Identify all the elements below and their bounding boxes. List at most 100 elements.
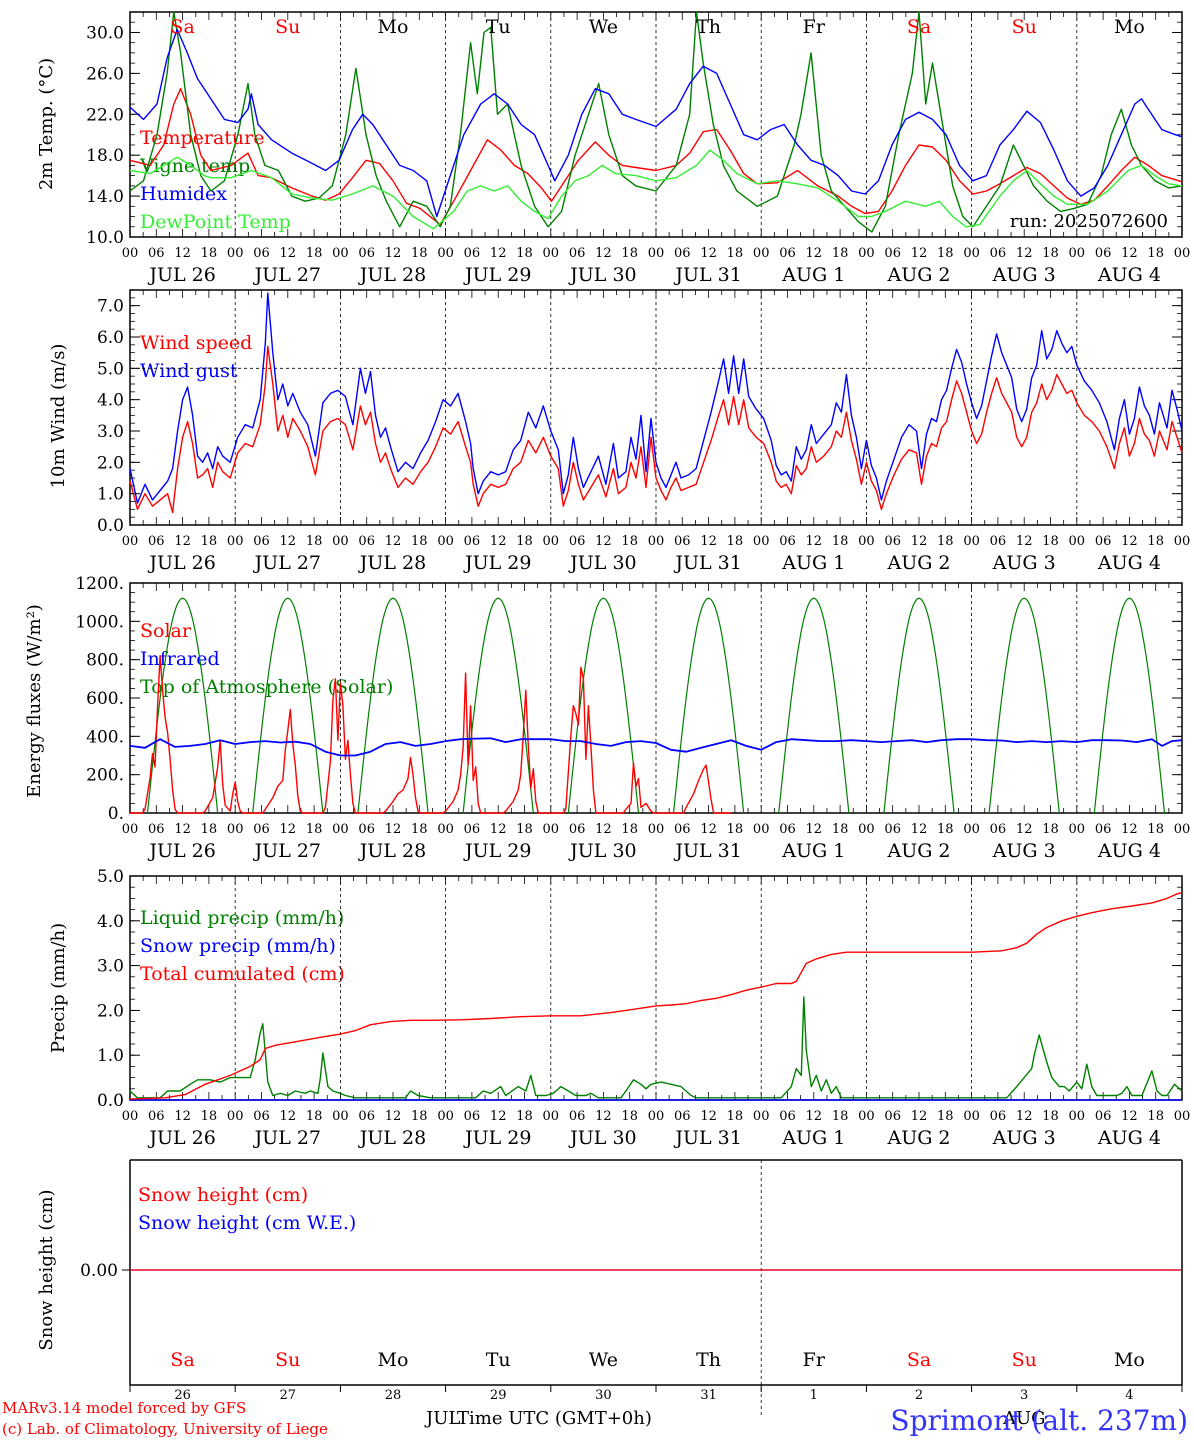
weekday-label: We	[589, 1349, 618, 1371]
hour-label: 06	[1095, 534, 1112, 549]
hour-label: 00	[437, 822, 454, 837]
date-label: AUG 1	[781, 840, 845, 862]
date-label: JUL 26	[147, 552, 215, 574]
hour-label: 06	[569, 534, 586, 549]
hour-label: 18	[727, 534, 744, 549]
y-tick-label: 18.0	[86, 146, 124, 166]
y-tick-label: 800.	[86, 651, 124, 671]
date-label: AUG 1	[781, 552, 845, 574]
hour-label: 18	[516, 1109, 533, 1124]
hour-label: 12	[280, 534, 297, 549]
hour-label: 12	[385, 534, 402, 549]
date-label: JUL 28	[358, 840, 426, 862]
hour-label: 06	[1095, 822, 1112, 837]
date-label: JUL 28	[358, 264, 426, 286]
legend-infrared: Infrared	[140, 648, 220, 670]
hour-label: 06	[253, 822, 270, 837]
series-line-vigne-temp	[129, 11, 1183, 233]
series-line-infrared	[129, 737, 1183, 757]
hour-label: 12	[490, 822, 507, 837]
date-label: JUL 26	[147, 1127, 215, 1149]
series-line-toa-solar	[357, 597, 429, 814]
hour-label: 12	[911, 822, 928, 837]
legend-solar: Solar	[140, 620, 192, 642]
hour-label: 00	[122, 1109, 139, 1124]
hour-label: 12	[1121, 246, 1138, 261]
hour-label: 12	[595, 822, 612, 837]
y-tick-label: 4.0	[97, 912, 124, 932]
date-label: AUG 3	[992, 840, 1056, 862]
hour-label: 00	[1174, 1109, 1191, 1124]
legend-snow-height: Snow height (cm)	[138, 1184, 308, 1206]
hour-label: 00	[648, 1109, 665, 1124]
y-tick-label: 200.	[86, 766, 124, 786]
hour-label: 06	[253, 246, 270, 261]
legend-total-cumulated: Total cumulated (cm)	[140, 963, 345, 985]
hour-label: 06	[358, 246, 375, 261]
hour-label: 12	[700, 246, 717, 261]
day-number-label: 31	[700, 1388, 717, 1403]
hour-label: 12	[1016, 1109, 1033, 1124]
weekday-label: Tu	[486, 1349, 511, 1371]
date-label: AUG 2	[886, 264, 950, 286]
hour-label: 06	[148, 1109, 165, 1124]
hour-label: 18	[621, 246, 638, 261]
hour-label: 06	[569, 822, 586, 837]
legend-wind-gust: Wind gust	[140, 360, 238, 382]
hour-label: 12	[1016, 246, 1033, 261]
date-label: JUL 31	[673, 264, 741, 286]
hour-label: 06	[1095, 246, 1112, 261]
hour-label: 12	[1121, 534, 1138, 549]
hour-label: 18	[621, 534, 638, 549]
day-number-label: 1	[810, 1388, 818, 1403]
weekday-label: Mo	[378, 16, 409, 38]
hour-label: 00	[1174, 822, 1191, 837]
footer-model: MARv3.14 model forced by GFS	[2, 1399, 246, 1417]
hour-label: 06	[148, 246, 165, 261]
hour-label: 18	[832, 1109, 849, 1124]
date-label: JUL 27	[253, 840, 321, 862]
weekday-label: Fr	[803, 16, 826, 38]
hour-label: 00	[753, 534, 770, 549]
hour-label: 12	[490, 534, 507, 549]
hour-label: 12	[490, 1109, 507, 1124]
hour-label: 18	[306, 534, 323, 549]
date-label: JUL 31	[673, 840, 741, 862]
hour-label: 06	[674, 534, 691, 549]
hour-label: 00	[963, 1109, 980, 1124]
hour-label: 18	[201, 534, 218, 549]
hour-label: 00	[858, 1109, 875, 1124]
hour-label: 00	[332, 534, 349, 549]
hour-label: 06	[779, 1109, 796, 1124]
day-number-label: 30	[595, 1388, 612, 1403]
hour-label: 00	[227, 246, 244, 261]
weekday-label: Sa	[170, 1349, 194, 1371]
date-label: JUL 29	[463, 1127, 531, 1149]
hour-label: 00	[1069, 534, 1086, 549]
hour-label: 00	[648, 822, 665, 837]
hour-label: 00	[332, 822, 349, 837]
hour-label: 18	[1147, 246, 1164, 261]
hour-label: 00	[1069, 246, 1086, 261]
series-line-wind-speed	[129, 345, 1183, 514]
panel-precip-ylabel: Precip (mm/h)	[48, 923, 69, 1053]
hour-label: 06	[358, 822, 375, 837]
date-label: AUG 2	[886, 552, 950, 574]
hour-label: 12	[806, 246, 823, 261]
date-label: AUG 3	[992, 264, 1056, 286]
day-number-label: 4	[1125, 1388, 1133, 1403]
day-number-label: 3	[1020, 1388, 1028, 1403]
hour-label: 12	[280, 822, 297, 837]
hour-label: 18	[411, 246, 428, 261]
hour-label: 12	[1016, 822, 1033, 837]
date-label: JUL 29	[463, 264, 531, 286]
hour-label: 06	[990, 534, 1007, 549]
y-tick-label: 0.0	[97, 1091, 124, 1111]
hour-label: 06	[253, 534, 270, 549]
y-tick-label: 3.0	[97, 422, 124, 442]
hour-label: 12	[174, 822, 191, 837]
hour-label: 18	[1042, 822, 1059, 837]
footer-month-right: AUG	[1002, 1408, 1046, 1429]
hour-label: 00	[648, 534, 665, 549]
series-line-total-cumulated-cm	[129, 891, 1183, 1100]
